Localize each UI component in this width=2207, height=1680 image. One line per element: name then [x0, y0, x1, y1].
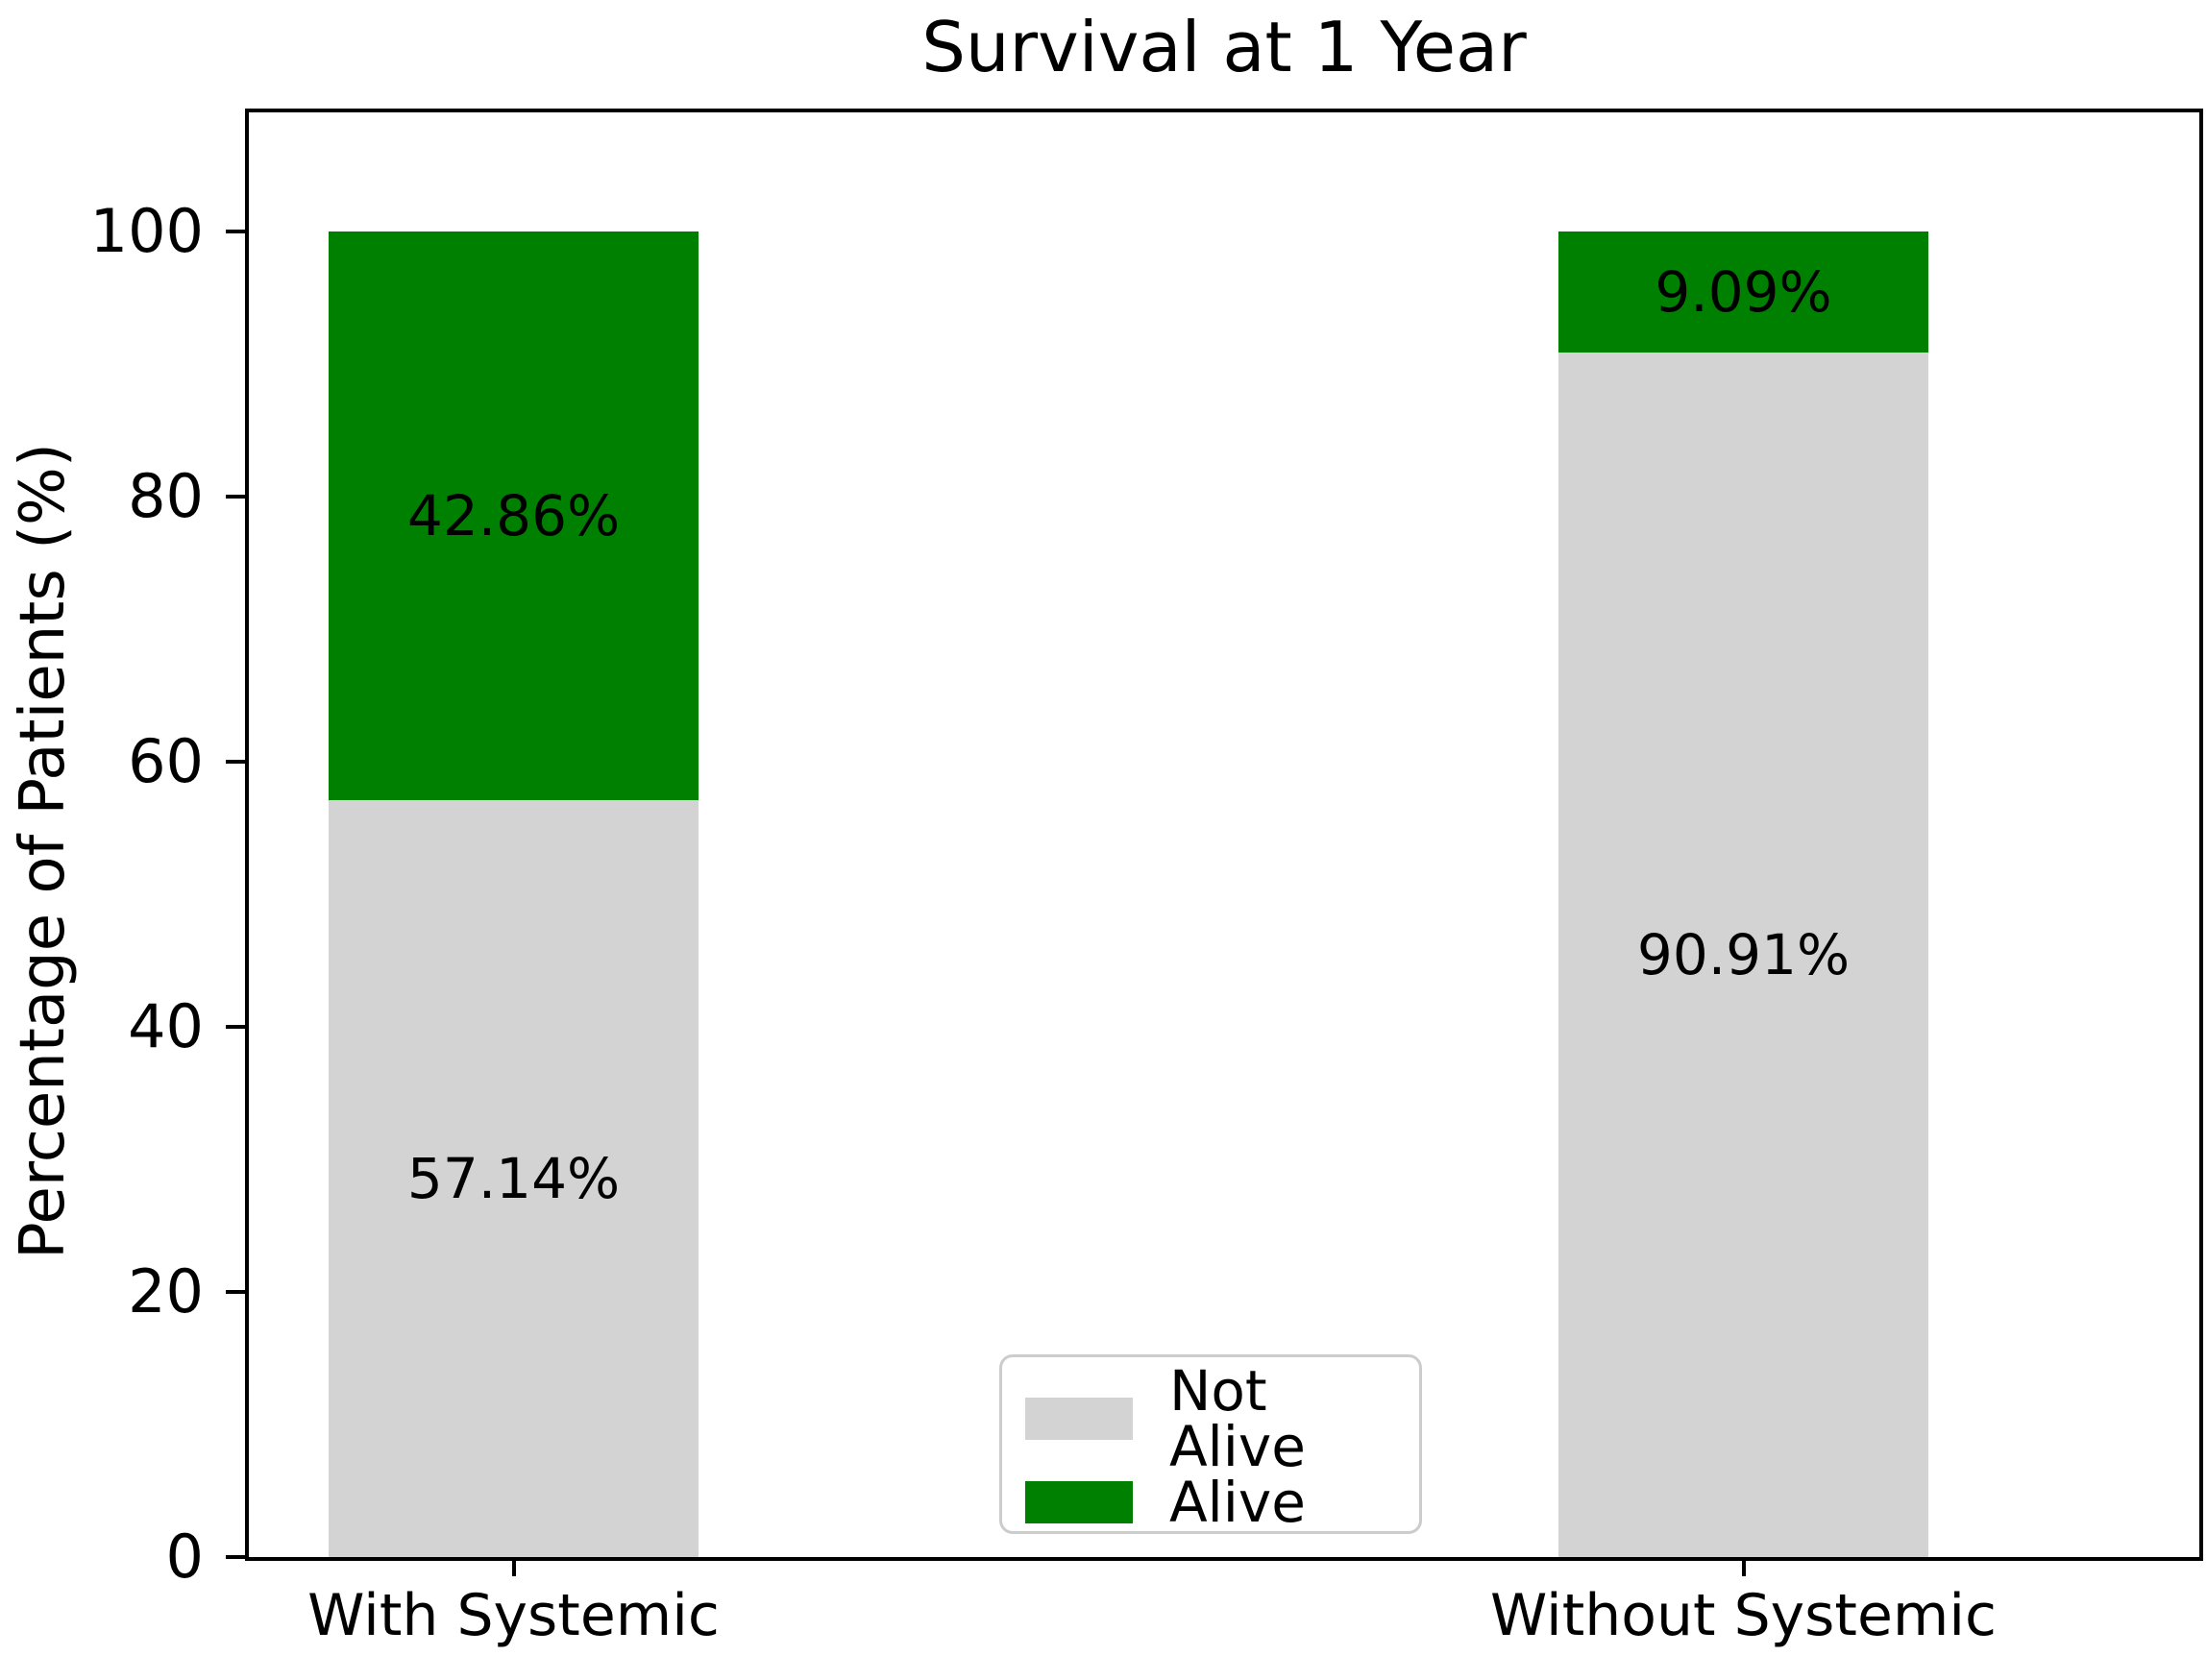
- y-tick-label: 40: [128, 991, 204, 1062]
- legend-item-not-alive: Not Alive: [1025, 1363, 1396, 1474]
- bar-without-systemic: 90.91% 9.09%: [1558, 112, 1928, 1557]
- y-tick-mark: [226, 760, 245, 765]
- y-tick-mark: [226, 230, 245, 234]
- segment-value-label: 90.91%: [1636, 921, 1851, 987]
- segment-value-label: 42.86%: [406, 482, 621, 548]
- plot-area: Not Alive Alive 57.14% 42.86% 90.91% 9.09%: [245, 109, 2203, 1561]
- y-tick-mark: [226, 495, 245, 499]
- bar-with-systemic: 57.14% 42.86%: [329, 112, 699, 1557]
- x-tick-mark: [1741, 1561, 1746, 1576]
- x-tick-label: Without Systemic: [1490, 1582, 1997, 1649]
- x-tick-label: With Systemic: [307, 1582, 720, 1649]
- x-tick-mark: [511, 1561, 516, 1576]
- legend: Not Alive Alive: [999, 1354, 1422, 1534]
- y-tick-label: 80: [128, 461, 204, 532]
- y-tick-label: 100: [89, 196, 204, 267]
- bar-segment-not-alive: 57.14%: [329, 799, 699, 1557]
- y-tick-mark: [226, 1555, 245, 1559]
- bar-segment-not-alive: 90.91%: [1558, 352, 1928, 1557]
- segment-value-label: 57.14%: [406, 1145, 621, 1211]
- legend-item-alive: Alive: [1025, 1474, 1396, 1530]
- legend-label: Alive: [1169, 1470, 1306, 1535]
- legend-label: Not Alive: [1169, 1358, 1306, 1479]
- segment-value-label: 9.09%: [1655, 258, 1832, 325]
- y-tick-mark: [226, 1025, 245, 1030]
- y-axis-label: Percentage of Patients (%): [8, 443, 79, 1259]
- bar-segment-alive: 42.86%: [329, 231, 699, 800]
- legend-swatch-alive: [1025, 1481, 1133, 1523]
- chart-title: Survival at 1 Year: [921, 7, 1527, 87]
- y-tick-label: 20: [128, 1256, 204, 1327]
- y-tick-label: 60: [128, 726, 204, 797]
- y-tick-mark: [226, 1290, 245, 1295]
- y-tick-label: 0: [165, 1522, 204, 1592]
- legend-swatch-not-alive: [1025, 1398, 1133, 1440]
- bar-segment-alive: 9.09%: [1558, 231, 1928, 353]
